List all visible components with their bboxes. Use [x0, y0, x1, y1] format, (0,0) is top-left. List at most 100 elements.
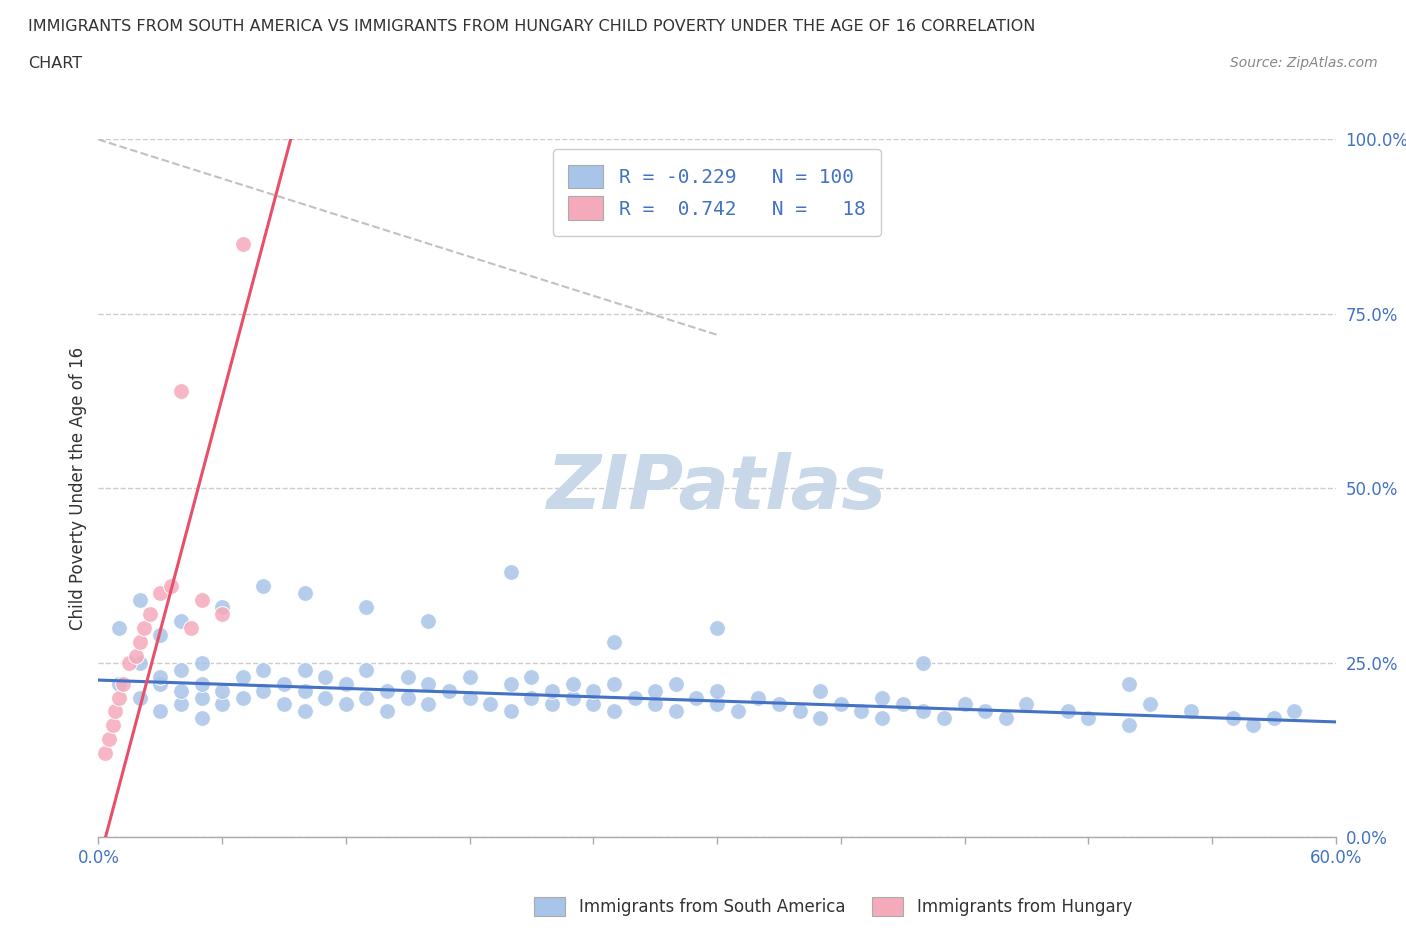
Point [356, 690, 378, 705]
Point [170, 383, 193, 398]
Point [706, 698, 728, 712]
Point [335, 698, 357, 712]
Point [561, 690, 583, 705]
Point [128, 634, 150, 649]
Point [112, 676, 135, 691]
Point [396, 690, 419, 705]
Point [520, 670, 543, 684]
Point [808, 711, 831, 725]
Point [1241, 718, 1264, 733]
Point [1139, 698, 1161, 712]
Point [1222, 711, 1244, 725]
Point [768, 698, 790, 712]
Point [273, 698, 295, 712]
Point [170, 614, 193, 629]
Point [499, 676, 522, 691]
Point [644, 683, 666, 698]
Text: Immigrants from Hungary: Immigrants from Hungary [917, 897, 1132, 916]
Text: IMMIGRANTS FROM SOUTH AMERICA VS IMMIGRANTS FROM HUNGARY CHILD POVERTY UNDER THE: IMMIGRANTS FROM SOUTH AMERICA VS IMMIGRA… [28, 19, 1035, 33]
Point [375, 683, 398, 698]
Point [974, 704, 997, 719]
Point [108, 690, 131, 705]
Point [252, 662, 274, 677]
Point [190, 655, 212, 670]
Point [294, 704, 316, 719]
Point [232, 670, 254, 684]
Point [128, 655, 150, 670]
Legend: R = -0.229   N = 100, R =  0.742   N =   18: R = -0.229 N = 100, R = 0.742 N = 18 [553, 149, 882, 235]
Text: ZIPatlas: ZIPatlas [547, 452, 887, 525]
Point [458, 690, 481, 705]
Point [149, 676, 172, 691]
Point [1118, 718, 1140, 733]
Point [912, 655, 935, 670]
Point [851, 704, 873, 719]
Point [644, 698, 666, 712]
Point [499, 565, 522, 579]
Point [418, 614, 440, 629]
Point [294, 586, 316, 601]
Point [314, 690, 336, 705]
Text: Source: ZipAtlas.com: Source: ZipAtlas.com [1230, 56, 1378, 70]
Point [93, 746, 115, 761]
Point [190, 690, 212, 705]
Point [211, 606, 233, 621]
Point [789, 704, 811, 719]
Point [190, 676, 212, 691]
Point [1284, 704, 1306, 719]
Point [1015, 698, 1038, 712]
Point [582, 683, 605, 698]
Point [870, 711, 893, 725]
Point [104, 704, 127, 719]
Point [190, 592, 212, 607]
Point [499, 704, 522, 719]
Point [994, 711, 1017, 725]
Point [747, 690, 769, 705]
Point [932, 711, 955, 725]
Point [665, 676, 688, 691]
Point [582, 698, 605, 712]
Point [139, 606, 162, 621]
Point [128, 690, 150, 705]
Point [1118, 676, 1140, 691]
Point [124, 648, 146, 663]
Point [912, 704, 935, 719]
Point [149, 628, 172, 643]
Point [273, 676, 295, 691]
Point [665, 704, 688, 719]
Point [870, 690, 893, 705]
Point [1056, 704, 1078, 719]
Text: CHART: CHART [28, 56, 82, 71]
Point [180, 620, 202, 635]
Point [1263, 711, 1285, 725]
Point [727, 704, 749, 719]
Point [396, 670, 419, 684]
Point [118, 655, 141, 670]
Point [479, 698, 502, 712]
Point [458, 670, 481, 684]
Point [808, 683, 831, 698]
Point [211, 698, 233, 712]
Point [335, 676, 357, 691]
Point [706, 683, 728, 698]
Point [159, 578, 181, 593]
Point [437, 683, 460, 698]
Point [108, 620, 131, 635]
Point [1180, 704, 1202, 719]
Point [294, 683, 316, 698]
Point [170, 662, 193, 677]
Point [953, 698, 976, 712]
Point [132, 620, 155, 635]
Point [603, 676, 626, 691]
Point [211, 600, 233, 615]
Point [375, 704, 398, 719]
Point [891, 698, 914, 712]
Point [232, 690, 254, 705]
Point [97, 732, 120, 747]
Point [685, 690, 707, 705]
Point [418, 698, 440, 712]
Point [706, 620, 728, 635]
Point [170, 698, 193, 712]
Y-axis label: Child Poverty Under the Age of 16: Child Poverty Under the Age of 16 [69, 347, 87, 630]
Text: Immigrants from South America: Immigrants from South America [579, 897, 846, 916]
